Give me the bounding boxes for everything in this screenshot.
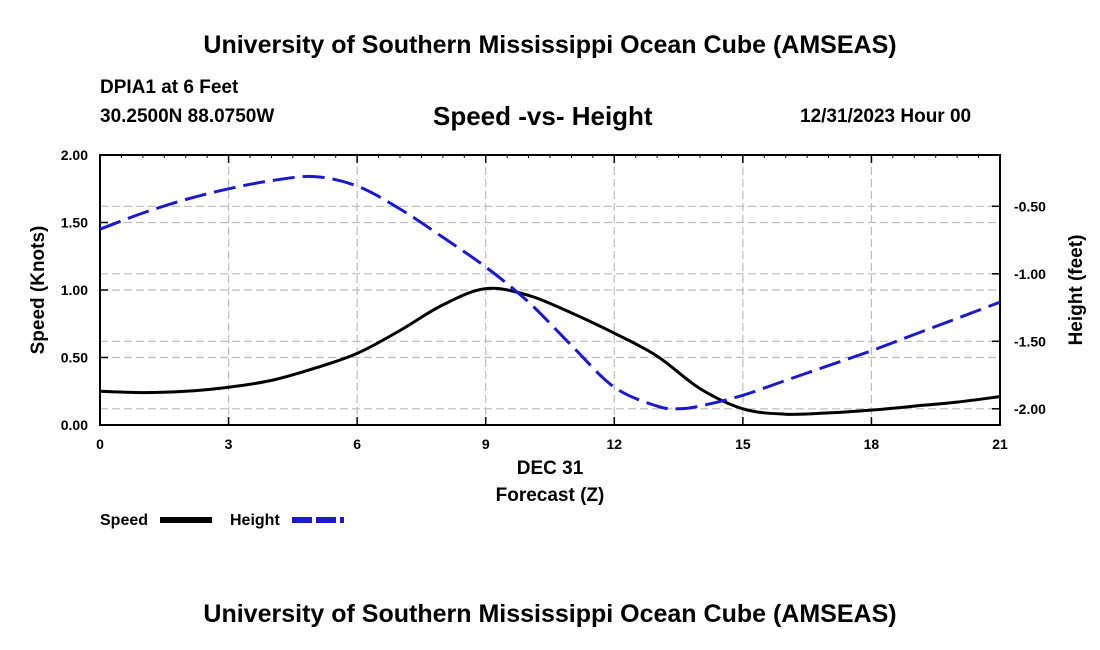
- x-tick-label: 21: [992, 436, 1008, 452]
- forecast-datetime: 12/31/2023 Hour 00: [800, 106, 972, 127]
- y-right-axis-title: Height (feet): [1066, 235, 1087, 346]
- y-right-tick-label: -1.50: [1014, 333, 1046, 349]
- x-tick-label: 3: [225, 436, 233, 452]
- x-tick-label: 6: [353, 436, 361, 452]
- coordinates-label: 30.2500N 88.0750W: [100, 106, 275, 127]
- y-right-tick-label: -1.00: [1014, 266, 1046, 282]
- x-tick-label: 9: [482, 436, 490, 452]
- chart-subtitle: Speed -vs- Height: [433, 101, 653, 131]
- x-tick-label: 0: [96, 436, 104, 452]
- y-right-tick-label: -0.50: [1014, 198, 1046, 214]
- footer-title: University of Southern Mississippi Ocean…: [203, 600, 897, 628]
- legend-speed-label: Speed: [100, 512, 148, 529]
- x-date-label: DEC 31: [517, 458, 584, 479]
- y-left-tick-label: 1.50: [61, 215, 88, 231]
- y-left-tick-label: 2.00: [61, 147, 88, 163]
- legend: Speed Height: [100, 512, 344, 529]
- station-label: DPIA1 at 6 Feet: [100, 77, 239, 98]
- y-left-tick-label: 1.00: [61, 282, 88, 298]
- x-tick-label: 15: [735, 436, 751, 452]
- page-title: University of Southern Mississippi Ocean…: [203, 31, 897, 59]
- legend-height-label: Height: [230, 512, 280, 529]
- x-axis-title: Forecast (Z): [496, 485, 605, 506]
- x-tick-label: 12: [606, 436, 622, 452]
- x-tick-label: 18: [864, 436, 880, 452]
- y-left-tick-label: 0.50: [61, 350, 88, 366]
- y-left-axis-title: Speed (Knots): [28, 226, 49, 355]
- speed-series-line: [99, 286, 1001, 416]
- height-series-line: [99, 174, 1001, 411]
- y-right-tick-label: -2.00: [1014, 401, 1046, 417]
- y-left-tick-label: 0.00: [61, 417, 88, 433]
